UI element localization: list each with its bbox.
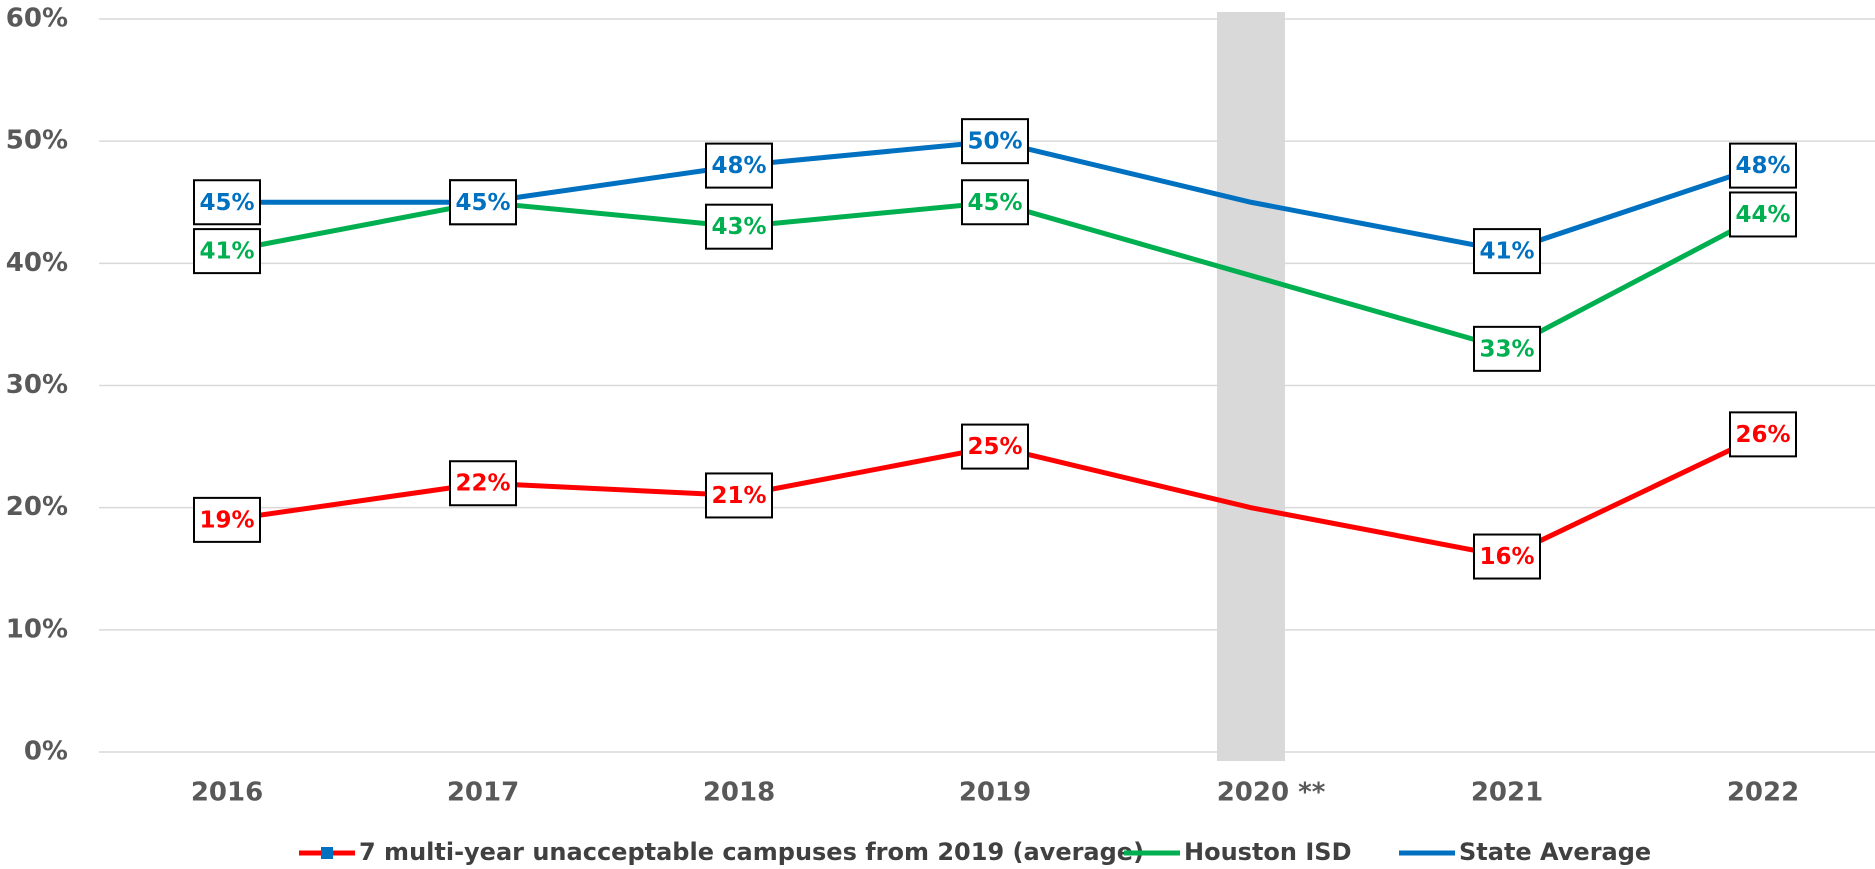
data-label: 50%	[961, 118, 1029, 165]
shaded-band	[1217, 12, 1285, 761]
data-label-box	[1473, 325, 1541, 372]
data-label: 41%	[1473, 228, 1541, 275]
data-label-text: 21%	[711, 483, 766, 509]
data-label-text: 16%	[1479, 544, 1534, 570]
data-label-box	[705, 203, 773, 250]
data-label: 16%	[1473, 533, 1541, 580]
data-label-text: 45%	[455, 190, 510, 216]
data-label: 45%	[449, 179, 517, 226]
y-tick-label: 50%	[6, 126, 68, 156]
x-tick-label: 2022	[1727, 778, 1799, 808]
data-label: 25%	[961, 423, 1029, 470]
data-label-box	[193, 179, 261, 226]
data-label-box	[1473, 533, 1541, 580]
x-tick-label: 2021	[1471, 778, 1543, 808]
data-label: 45%	[961, 179, 1029, 226]
data-label-box	[961, 423, 1029, 470]
y-tick-label: 10%	[6, 614, 68, 644]
data-label: 19%	[193, 496, 261, 543]
data-label: 22%	[449, 460, 517, 507]
legend-label: Houston ISD	[1184, 838, 1351, 866]
data-label-text: 22%	[455, 471, 510, 497]
x-tick-label: 2019	[959, 778, 1031, 808]
data-label-text: 44%	[1735, 202, 1790, 228]
data-label-box	[961, 179, 1029, 226]
data-label-box	[1473, 228, 1541, 275]
data-label: 41%	[193, 228, 261, 275]
data-label-text: 45%	[199, 190, 254, 216]
data-label-text: 41%	[199, 239, 254, 265]
data-label-text: 41%	[1479, 239, 1534, 265]
data-label: 48%	[705, 142, 773, 189]
data-label-box	[449, 179, 517, 226]
data-label: 43%	[705, 203, 773, 250]
y-tick-label: 20%	[6, 492, 68, 522]
x-tick-label: 2017	[447, 778, 519, 808]
data-label-text: 50%	[967, 129, 1022, 155]
y-tick-label: 60%	[6, 4, 68, 34]
data-label-text: 48%	[711, 153, 766, 179]
data-label-box	[1729, 411, 1797, 458]
data-label-box	[193, 228, 261, 275]
data-label-box	[449, 460, 517, 507]
data-label: 33%	[1473, 325, 1541, 372]
data-label-text: 33%	[1479, 336, 1534, 362]
x-tick-label: 2016	[191, 778, 263, 808]
data-label-box	[193, 496, 261, 543]
data-label-box	[1729, 142, 1797, 189]
data-label-box	[705, 472, 773, 519]
data-label-box	[705, 142, 773, 189]
data-label: 45%	[193, 179, 261, 226]
legend-label: State Average	[1459, 838, 1651, 866]
data-label: 21%	[705, 472, 773, 519]
y-tick-label: 40%	[6, 248, 68, 278]
data-label-text: 48%	[1735, 153, 1790, 179]
y-tick-label: 30%	[6, 370, 68, 400]
y-tick-label: 0%	[24, 737, 68, 767]
data-label-text: 43%	[711, 214, 766, 240]
data-label: 48%	[1729, 142, 1797, 189]
data-label-text: 25%	[967, 434, 1022, 460]
data-label-text: 45%	[967, 190, 1022, 216]
data-label-text: 26%	[1735, 422, 1790, 448]
data-label: 44%	[1729, 191, 1797, 238]
legend-label: 7 multi-year unacceptable campuses from …	[359, 838, 1144, 866]
legend-marker	[321, 847, 333, 859]
x-tick-label: 2020 **	[1217, 778, 1326, 808]
data-label-box	[961, 118, 1029, 165]
x-tick-label: 2018	[703, 778, 775, 808]
data-label: 26%	[1729, 411, 1797, 458]
data-label-box	[1729, 191, 1797, 238]
data-label-text: 19%	[199, 507, 254, 533]
